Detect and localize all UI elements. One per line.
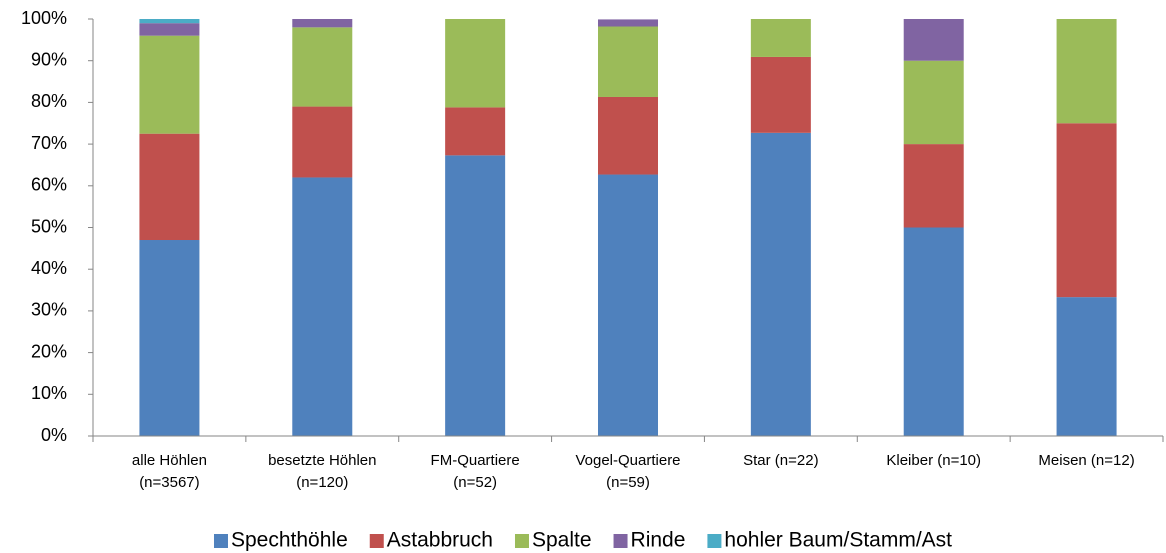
x-tick-label: Meisen (n=12): [1038, 452, 1135, 469]
legend-swatch: [369, 534, 384, 548]
legend: Spechthöhle Astabbruch Spalte Rinde hohler B…: [213, 529, 952, 552]
bar-segment: [139, 35, 200, 134]
y-tick-label: 20%: [31, 341, 67, 361]
y-tick-label: 40%: [31, 258, 67, 278]
legend-label: Spalte: [532, 529, 592, 552]
y-tick-label: 0%: [41, 425, 67, 445]
bar-segment: [1056, 123, 1117, 298]
bar-segment: [903, 227, 964, 436]
bar-segment: [445, 19, 506, 108]
bar-segment: [1056, 297, 1117, 436]
x-tick-label: Vogel-Quartiere (n=59): [575, 452, 681, 491]
legend-swatch: [613, 534, 628, 548]
y-tick-label: 80%: [31, 91, 67, 111]
y-tick-label: 50%: [31, 216, 67, 236]
bar-segment: [598, 19, 658, 27]
y-tick-label: 60%: [31, 175, 67, 195]
bar-segment: [598, 26, 658, 97]
legend-label: hohler Baum/Stamm/Ast: [724, 529, 952, 552]
legend-label: Rinde: [631, 529, 686, 552]
bar-segment: [292, 106, 353, 178]
bar-segment: [445, 155, 506, 436]
bar-segment: [139, 19, 200, 24]
bar-segment: [139, 133, 200, 241]
legend-label: Spechthöhle: [231, 529, 348, 552]
bar-segment: [139, 240, 200, 436]
y-tick-label: 100%: [21, 8, 67, 28]
legend-swatch: [707, 534, 722, 548]
legend-swatch: [213, 534, 228, 548]
x-tick-label: Star (n=22): [743, 452, 819, 469]
x-tick-label: besetzte Höhlen (n=120): [268, 452, 377, 491]
y-tick-label: 90%: [31, 49, 67, 69]
y-tick-label: 70%: [31, 133, 67, 153]
y-tick-label: 30%: [31, 300, 67, 320]
bar-segment: [598, 96, 658, 175]
bar-segment: [750, 56, 811, 133]
y-tick-label: 10%: [31, 383, 67, 403]
bar-segment: [292, 19, 353, 28]
x-tick-label: alle Höhlen (n=3567): [131, 452, 207, 491]
bar-segment: [292, 27, 353, 107]
bar-segment: [1056, 19, 1117, 124]
legend-swatch: [514, 534, 529, 548]
bar-segment: [445, 107, 506, 156]
bar-segment: [750, 19, 811, 57]
bar-segment: [598, 174, 658, 436]
x-tick-label: FM-Quartiere (n=52): [430, 452, 520, 491]
bar-segment: [903, 144, 964, 228]
legend-label: Astabbruch: [387, 529, 493, 552]
bar-segment: [903, 60, 964, 145]
x-tick-label: Kleiber (n=10): [886, 452, 982, 469]
bar-segment: [750, 132, 811, 436]
bar-segment: [292, 177, 353, 436]
bar-segment: [903, 19, 964, 61]
bar-segment: [139, 23, 200, 36]
